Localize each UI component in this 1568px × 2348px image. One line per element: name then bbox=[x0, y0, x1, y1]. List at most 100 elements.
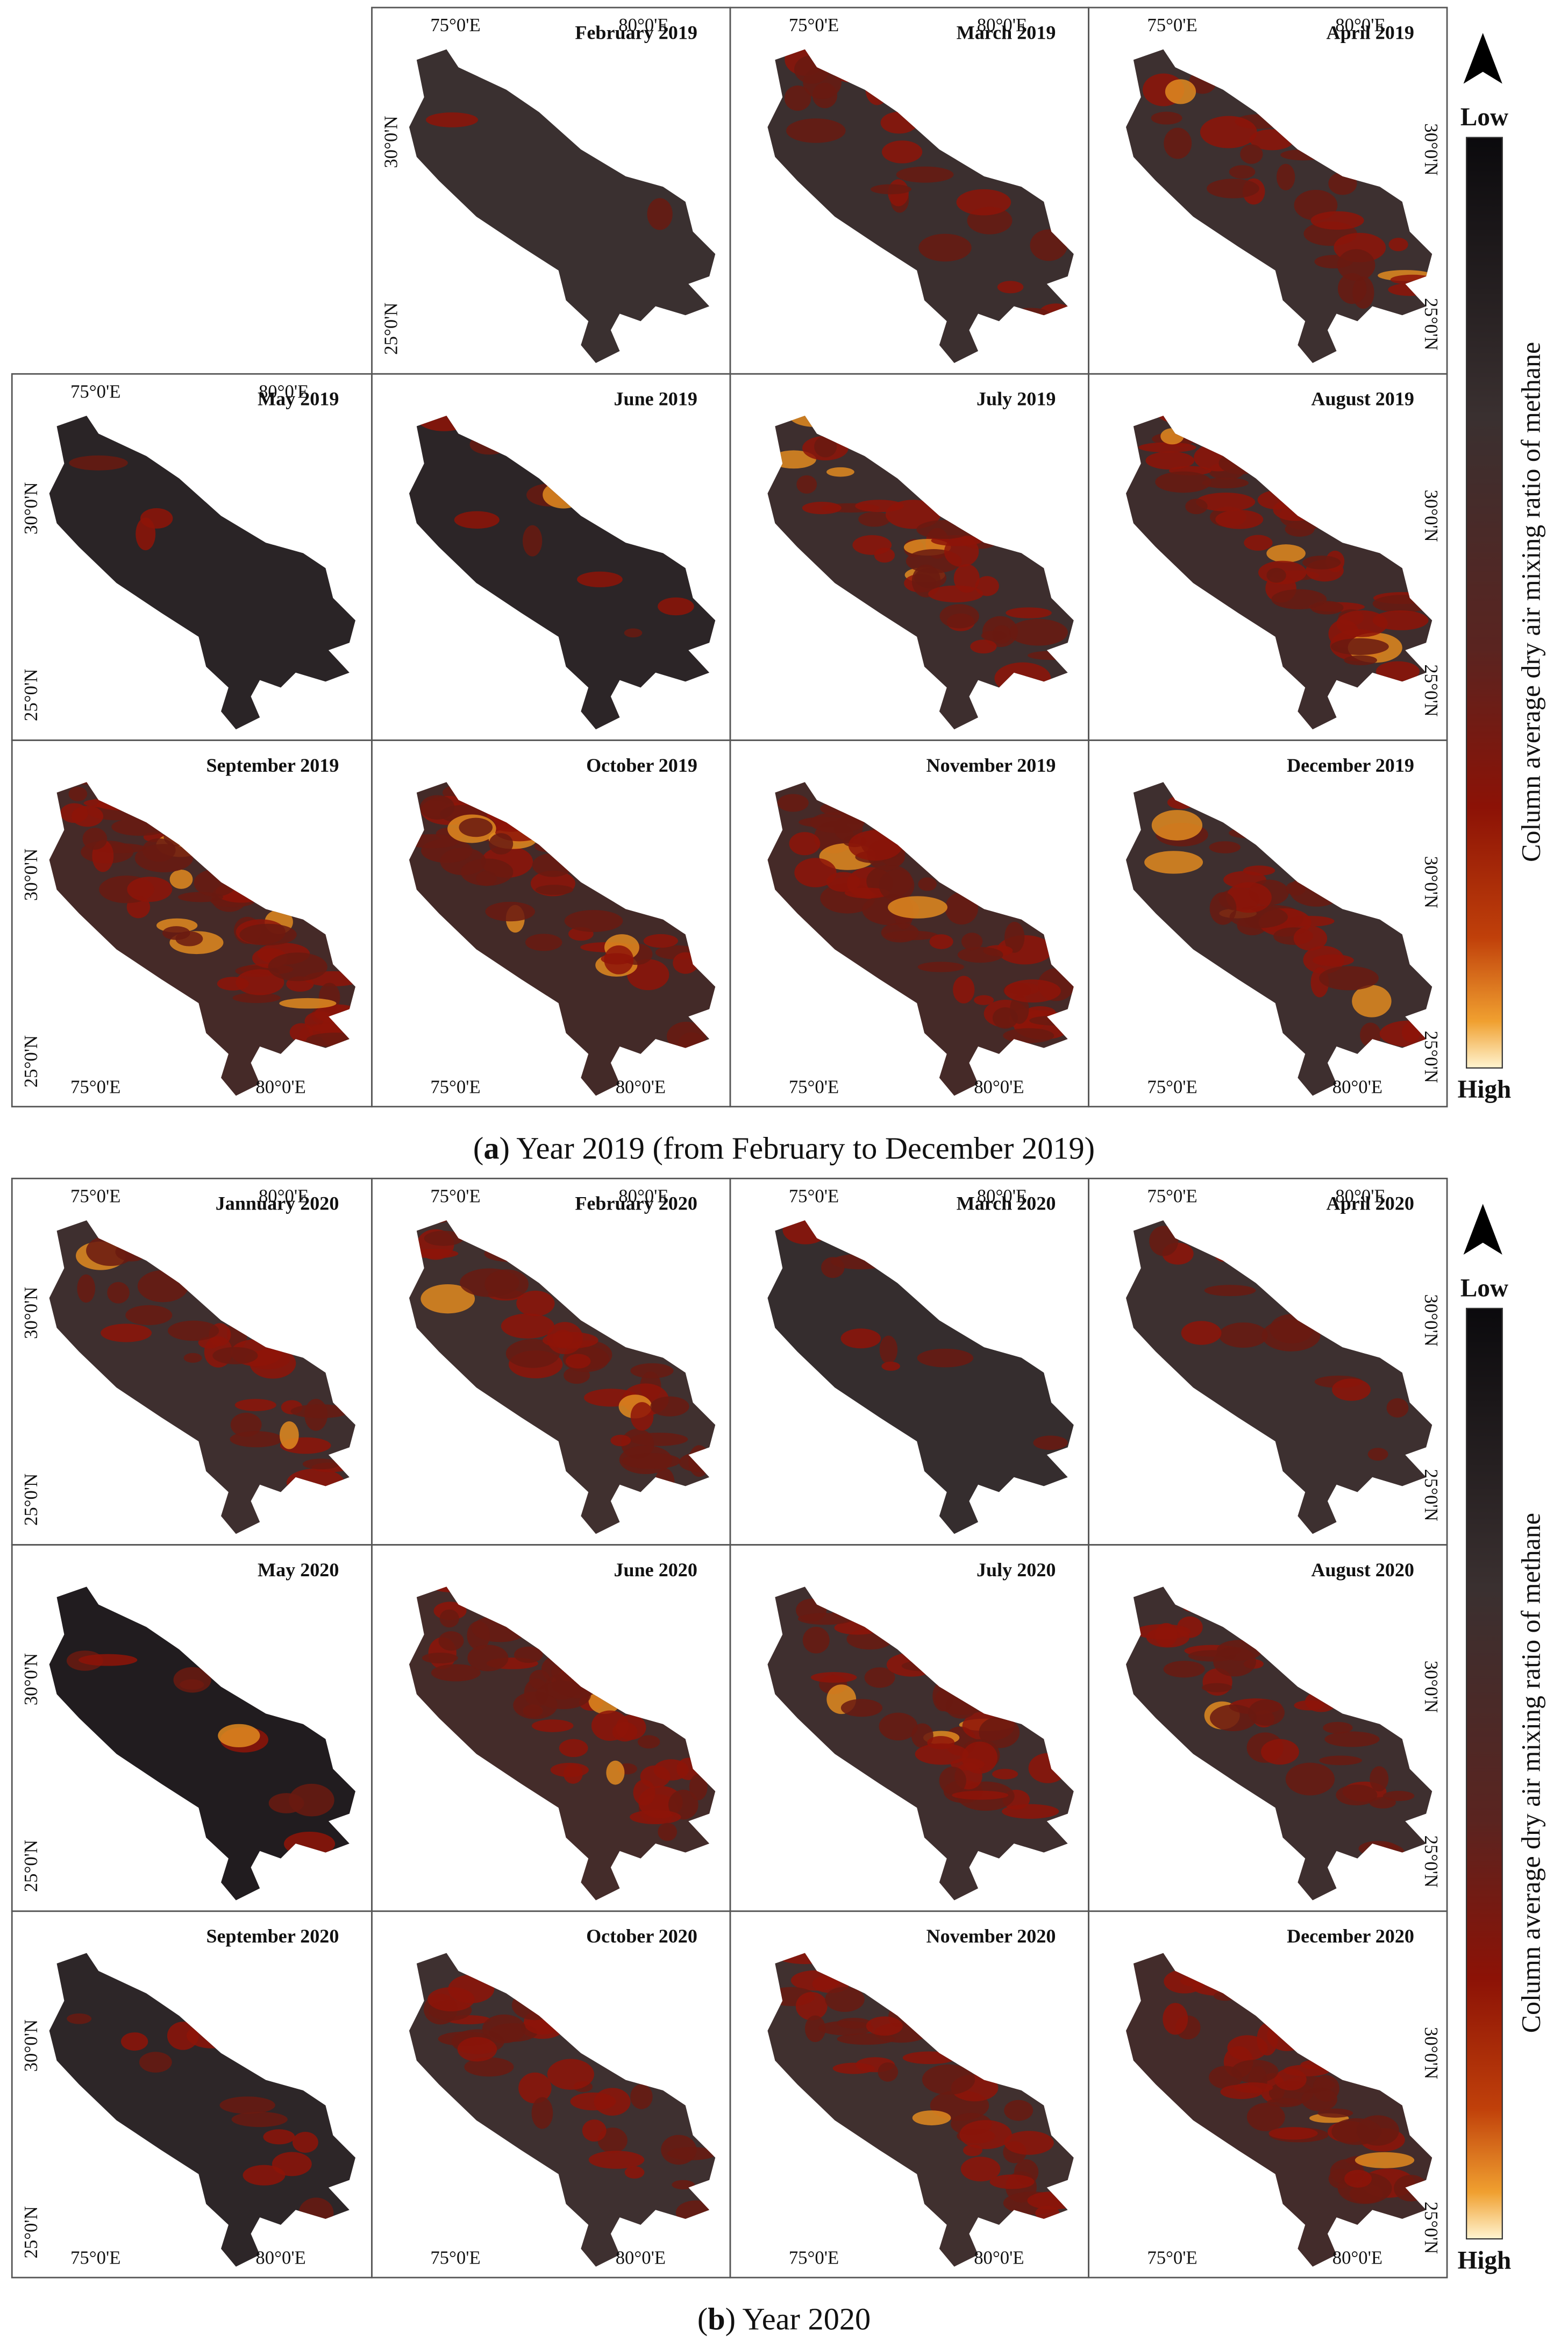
hotspot bbox=[1257, 2023, 1278, 2056]
legend-high: High bbox=[1458, 2246, 1512, 2274]
hotspot bbox=[1145, 451, 1195, 470]
hotspot bbox=[1215, 509, 1264, 529]
hotspot bbox=[959, 2120, 1012, 2150]
panel-title: July 2020 bbox=[977, 1559, 1056, 1581]
region-map bbox=[49, 1586, 355, 1901]
lat-label: 30°0'N bbox=[20, 1287, 41, 1339]
hotspot bbox=[633, 1779, 655, 1806]
hotspot bbox=[167, 2022, 199, 2050]
hotspot bbox=[864, 1667, 895, 1688]
lon-label: 75°0'E bbox=[430, 2247, 480, 2268]
hotspot bbox=[1033, 1435, 1068, 1450]
lon-label: 80°0'E bbox=[259, 381, 309, 402]
lon-label: 75°0'E bbox=[1147, 15, 1197, 35]
hotspot bbox=[1163, 1661, 1205, 1678]
hotspot bbox=[1372, 610, 1429, 630]
caption-open: ( bbox=[697, 2302, 708, 2337]
hotspot bbox=[292, 2132, 318, 2153]
hotspot bbox=[518, 2072, 552, 2104]
hotspot bbox=[874, 547, 895, 563]
map-panel: February 2020 75°0'E 80°0'E bbox=[371, 1177, 731, 1546]
hotspot bbox=[484, 1269, 529, 1299]
hotspot bbox=[514, 1646, 543, 1663]
map-panel: March 2019 75°0'E 80°0'E bbox=[729, 6, 1089, 375]
hotspot bbox=[922, 2064, 975, 2095]
hotspot bbox=[230, 1431, 283, 1448]
hotspot bbox=[1261, 1739, 1299, 1765]
hotspot bbox=[1319, 966, 1379, 991]
hotspot bbox=[610, 1434, 631, 1447]
panel-title: November 2019 bbox=[926, 755, 1056, 776]
hotspot bbox=[1244, 535, 1273, 551]
hotspot bbox=[992, 1769, 1018, 1780]
hotspot bbox=[1226, 882, 1272, 913]
hotspot bbox=[576, 571, 623, 587]
hotspot bbox=[650, 1396, 689, 1417]
hotspot bbox=[606, 1760, 625, 1785]
region-map bbox=[1125, 1220, 1432, 1534]
hotspot bbox=[1246, 2103, 1285, 2131]
hotspot bbox=[565, 1354, 591, 1369]
hotspot bbox=[643, 934, 678, 948]
hotspot bbox=[1004, 2131, 1054, 2155]
hotspot bbox=[279, 1421, 299, 1449]
hotspot bbox=[1209, 1704, 1257, 1731]
hotspot bbox=[915, 1743, 969, 1765]
hotspot bbox=[516, 1290, 555, 1317]
hotspot bbox=[1336, 1784, 1378, 1806]
hotspot bbox=[840, 1699, 883, 1717]
hotspot bbox=[1006, 607, 1052, 618]
hotspot bbox=[944, 536, 979, 567]
hotspot bbox=[879, 1335, 898, 1364]
hotspot bbox=[630, 1402, 654, 1431]
lon-label: 80°0'E bbox=[977, 15, 1027, 35]
hotspot bbox=[1164, 127, 1192, 159]
legend: Low High Column average dry air mixing rat… bbox=[1458, 1204, 1546, 2274]
lon-label: 75°0'E bbox=[789, 1076, 839, 1097]
caption-text: ) Year 2020 bbox=[725, 2302, 871, 2337]
colorbar bbox=[1466, 1307, 1503, 2240]
hotspot bbox=[917, 1348, 974, 1368]
hotspot bbox=[1317, 2108, 1353, 2118]
hotspot bbox=[134, 844, 194, 873]
hotspot bbox=[547, 2059, 594, 2090]
lat-label: 30°0'N bbox=[20, 1653, 41, 1705]
lon-label: 75°0'E bbox=[70, 1185, 120, 1206]
lon-label: 80°0'E bbox=[1335, 1185, 1385, 1206]
hotspot bbox=[1196, 493, 1256, 511]
hotspot bbox=[513, 1691, 558, 1719]
hotspot bbox=[522, 525, 543, 557]
hotspot bbox=[1319, 1755, 1362, 1766]
hotspot bbox=[289, 1783, 334, 1817]
caption-letter: b bbox=[708, 2302, 725, 2337]
hotspot bbox=[784, 86, 811, 111]
hotspot bbox=[1151, 111, 1182, 125]
lat-label: 30°0'N bbox=[1421, 123, 1442, 175]
hotspot bbox=[630, 2084, 653, 2109]
lat-label: 30°0'N bbox=[1421, 1661, 1442, 1713]
hotspot bbox=[1352, 985, 1392, 1018]
lat-label: 30°0'N bbox=[1421, 489, 1442, 542]
hotspot bbox=[243, 2165, 286, 2186]
hotspot bbox=[457, 2037, 497, 2062]
hotspot bbox=[1003, 1028, 1054, 1043]
hotspot bbox=[464, 2057, 514, 2077]
hotspot bbox=[1209, 892, 1237, 925]
hotspot bbox=[420, 1284, 475, 1314]
hotspot bbox=[1274, 2068, 1307, 2091]
hotspot bbox=[837, 2033, 895, 2045]
hotspots bbox=[767, 1953, 1074, 2221]
hotspot bbox=[810, 1672, 857, 1683]
hotspot bbox=[672, 2180, 695, 2190]
hotspot bbox=[1151, 810, 1203, 841]
hotspot bbox=[957, 947, 1003, 963]
hotspot bbox=[667, 1021, 707, 1051]
hotspot bbox=[1370, 1766, 1389, 1792]
map-panel: June 2019 bbox=[371, 373, 731, 741]
legend-low: Low bbox=[1460, 103, 1508, 131]
hotspot bbox=[826, 467, 854, 477]
hotspot bbox=[668, 1789, 699, 1820]
hotspot bbox=[1234, 2082, 1273, 2093]
hotspot bbox=[107, 1282, 130, 1304]
panel-title: Jannuary 2020 bbox=[216, 1193, 339, 1214]
